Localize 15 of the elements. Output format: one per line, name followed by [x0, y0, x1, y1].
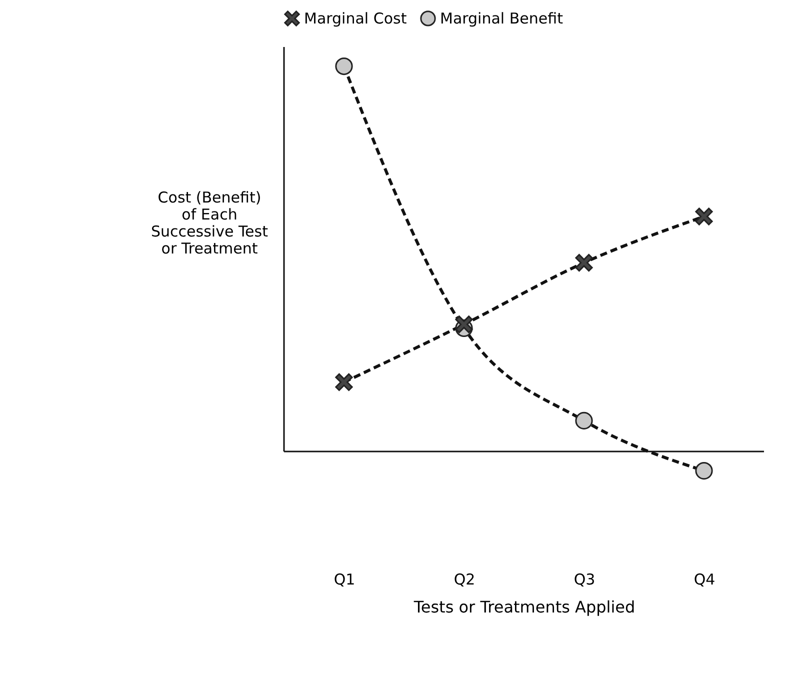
- x-axis-title: Tests or Treatments Applied: [412, 598, 636, 616]
- y-axis-title: Cost (Benefit) of Each Successive Test or Treatment: [151, 188, 268, 258]
- x-tick-label: Q2: [454, 570, 476, 588]
- x-tick-label: Q1: [334, 570, 356, 588]
- point: [455, 316, 473, 334]
- point: [695, 208, 713, 226]
- legend-label: Marginal Cost: [304, 9, 407, 28]
- point: [575, 254, 593, 272]
- x-tick-label: Q4: [694, 570, 716, 588]
- legend-label: Marginal Benefit: [440, 9, 564, 28]
- point: [575, 412, 593, 430]
- x-tick-label: Q3: [574, 570, 596, 588]
- point: [335, 373, 353, 391]
- point: [695, 462, 713, 480]
- point: [335, 57, 353, 76]
